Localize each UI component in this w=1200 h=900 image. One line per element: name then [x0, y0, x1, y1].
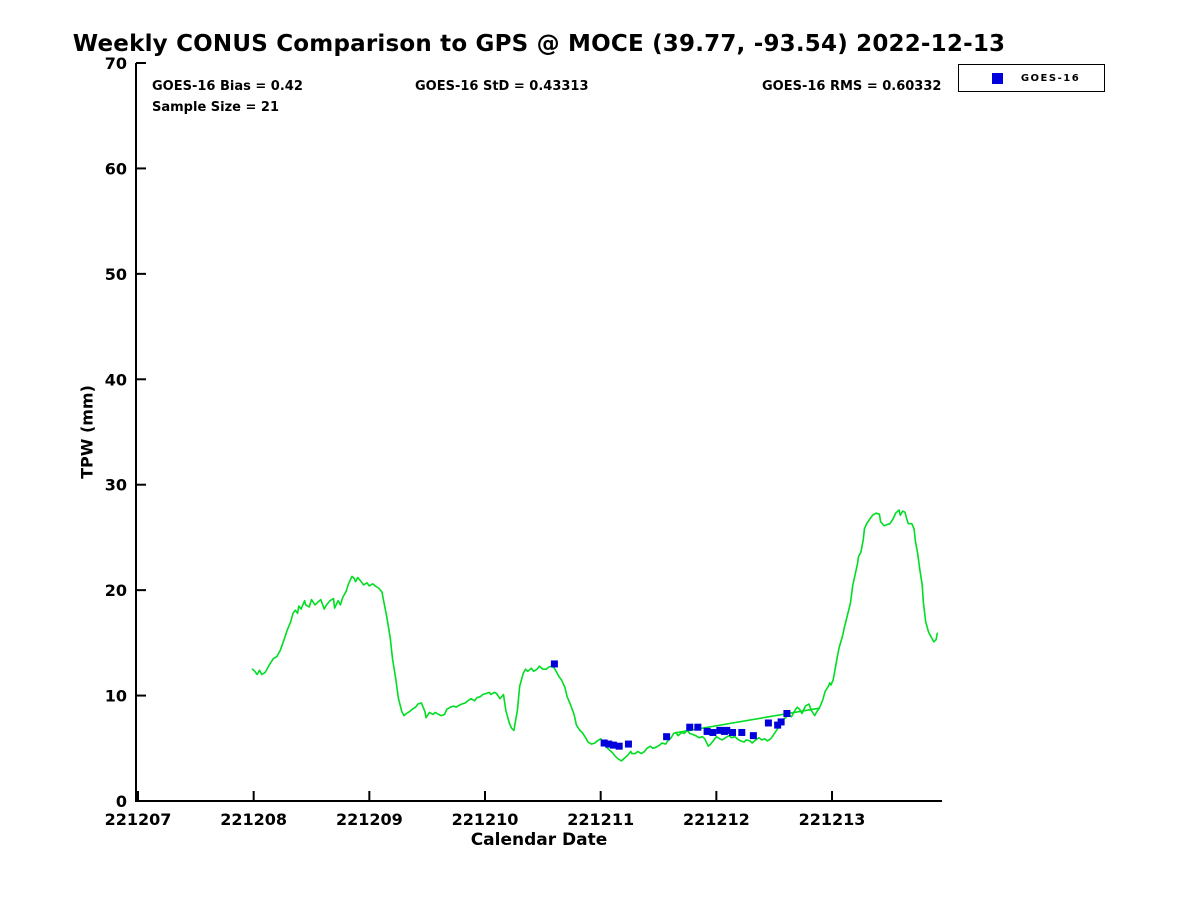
y-tick-label: 60: [105, 159, 127, 178]
y-tick-label: 0: [116, 792, 127, 811]
legend-box: GOES-16: [958, 64, 1105, 92]
y-tick-label: 20: [105, 581, 127, 600]
x-tick-label: 221209: [336, 810, 403, 829]
goes16-marker: [550, 660, 558, 668]
goes16-marker: [615, 742, 623, 750]
goes16-marker: [694, 723, 702, 731]
y-tick-label: 10: [105, 687, 127, 706]
goes16-marker: [783, 709, 791, 717]
legend-goes16-label: GOES-16: [1020, 72, 1081, 84]
goes16-marker: [729, 728, 737, 736]
goes16-marker: [686, 723, 694, 731]
x-axis-label: Calendar Date: [470, 830, 608, 850]
x-tick-label: 221212: [683, 810, 750, 829]
goes16-marker: [605, 740, 613, 748]
goes16-marker: [624, 740, 632, 748]
goes16-marker: [709, 728, 717, 736]
x-tick-label: 221210: [452, 810, 519, 829]
stat-rms: GOES-16 RMS = 0.60332: [762, 79, 942, 94]
x-tick-label: 221208: [220, 810, 287, 829]
x-tick-label: 221211: [567, 810, 634, 829]
stat-std: GOES-16 StD = 0.43313: [415, 79, 589, 94]
goes16-marker: [738, 728, 746, 736]
page-title: Weekly CONUS Comparison to GPS @ MOCE (3…: [72, 31, 1006, 57]
goes16-marker: [716, 726, 724, 734]
goes16-marker: [764, 719, 772, 727]
goes16-marker: [777, 718, 785, 726]
x-tick-label: 221213: [799, 810, 866, 829]
goes16-marker: [723, 726, 731, 734]
goes16-marker: [609, 741, 617, 749]
y-tick-label: 70: [105, 54, 127, 73]
y-tick-label: 50: [105, 265, 127, 284]
stat-sample-size: Sample Size = 21: [152, 100, 280, 115]
gps-line: [251, 509, 939, 762]
goes16-marker: [703, 727, 711, 735]
stat-bias: GOES-16 Bias = 0.42: [152, 79, 303, 94]
y-tick-label: 30: [105, 476, 127, 495]
x-tick-label: 221207: [105, 810, 172, 829]
goes16-marker: [600, 739, 608, 747]
goes16-marker: [663, 733, 671, 741]
legend-goes16-square-icon: [992, 72, 1003, 84]
y-tick-label: 40: [105, 370, 127, 389]
goes16-marker: [749, 732, 757, 740]
